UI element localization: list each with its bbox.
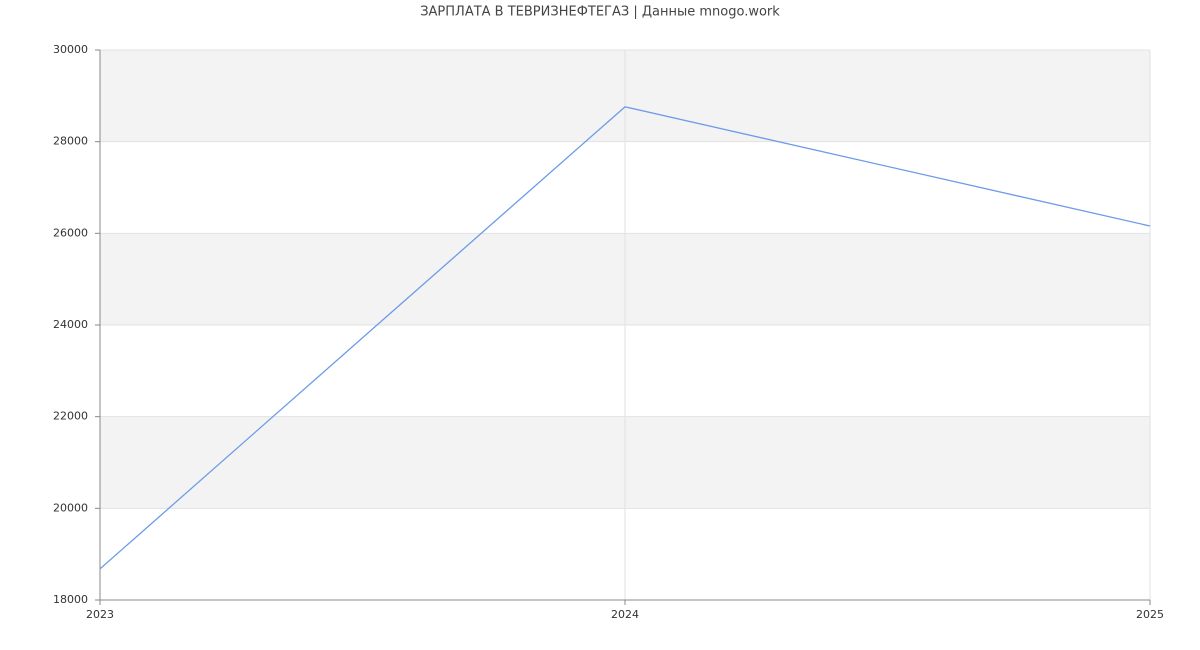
y-tick-label: 28000 xyxy=(53,135,88,148)
y-tick-label: 26000 xyxy=(53,226,88,239)
y-tick-label: 20000 xyxy=(53,501,88,514)
y-tick-label: 30000 xyxy=(53,43,88,56)
y-tick-label: 22000 xyxy=(53,410,88,423)
y-tick-label: 18000 xyxy=(53,593,88,606)
y-tick-label: 24000 xyxy=(53,318,88,331)
x-tick-label: 2025 xyxy=(1136,608,1164,621)
chart-title: ЗАРПЛАТА В ТЕВРИЗНЕФТЕГАЗ | Данные mnogo… xyxy=(420,5,780,20)
x-tick-label: 2023 xyxy=(86,608,114,621)
data-line xyxy=(99,106,1151,570)
x-tick-label: 2024 xyxy=(611,608,639,621)
